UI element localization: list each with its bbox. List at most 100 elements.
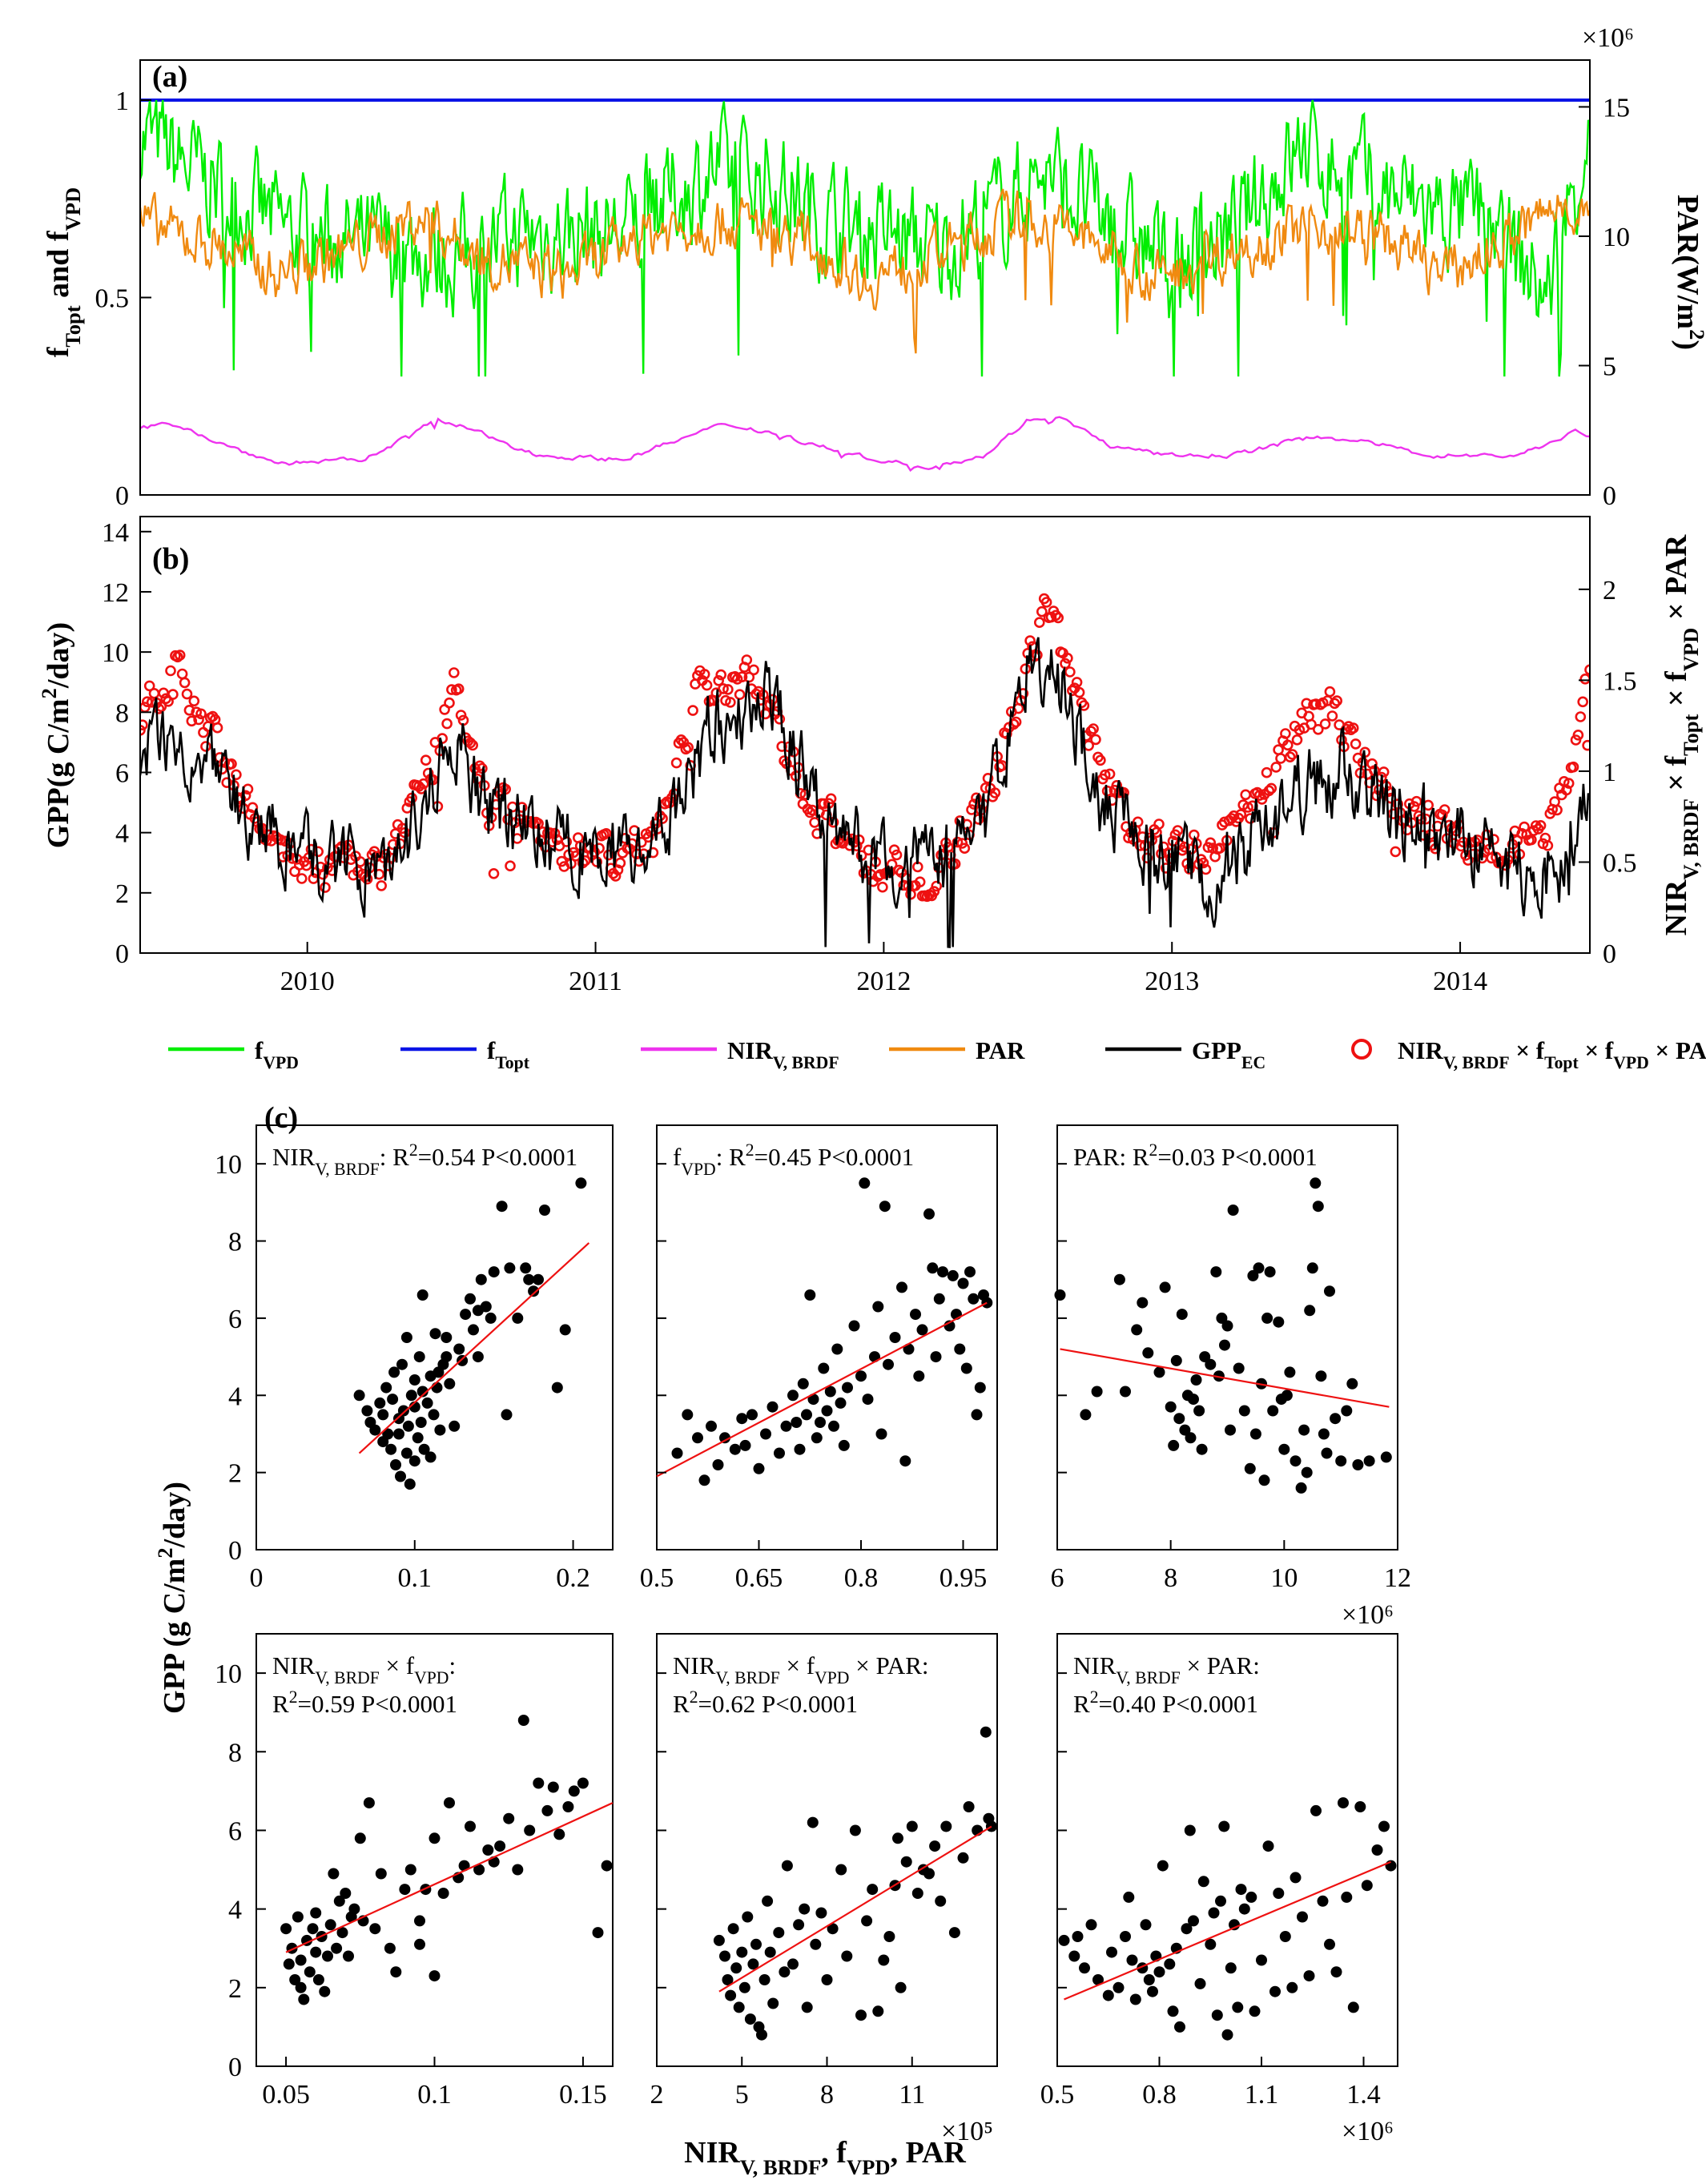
prod-point xyxy=(687,705,698,716)
x-axis-exponent: ×10⁶ xyxy=(1342,2117,1394,2146)
prod-point xyxy=(1313,723,1324,735)
scatter-point xyxy=(1335,1455,1347,1467)
prod-point xyxy=(741,654,753,666)
prod-point xyxy=(1516,828,1527,839)
scatter-point xyxy=(1188,1915,1199,1927)
scatter-point xyxy=(1129,1993,1141,2005)
prod-point xyxy=(1306,718,1317,730)
legend-label-ftopt-part: f xyxy=(487,1036,496,1064)
scatter-point xyxy=(1193,1405,1205,1417)
scatter-point xyxy=(1304,1305,1316,1317)
scatter-point xyxy=(971,1409,983,1421)
prod-point xyxy=(1064,666,1076,678)
scatter-point xyxy=(1225,1962,1237,1974)
prod-point xyxy=(989,787,1001,798)
scatter-point xyxy=(480,1301,492,1313)
scatter-point xyxy=(429,1832,441,1844)
x-tick-label: 6 xyxy=(1051,1563,1064,1593)
scatter-point xyxy=(862,1394,874,1406)
scatter-point xyxy=(482,1844,494,1856)
legend-swatch-prod xyxy=(1351,1039,1372,1060)
scatter-point xyxy=(408,1455,420,1467)
prod-point xyxy=(148,687,160,699)
scatter-point xyxy=(1324,1285,1335,1297)
scatter-point xyxy=(835,1864,847,1876)
prod-point xyxy=(1390,846,1402,858)
prod-point xyxy=(736,671,748,683)
scatter-point xyxy=(719,1432,730,1444)
scatter-point xyxy=(859,1177,871,1189)
scatter-point xyxy=(551,1382,563,1394)
x-tick-label: 0.8 xyxy=(1142,2080,1177,2110)
scatter-point xyxy=(1199,1351,1211,1363)
prod-point xyxy=(275,834,287,846)
scatter-point xyxy=(927,1262,939,1274)
x-tick-label: 2013 xyxy=(1145,967,1199,996)
scatter-point xyxy=(465,1293,476,1305)
y-tick-label: 10 xyxy=(215,1150,242,1180)
x-tick-label: 8 xyxy=(1164,1563,1177,1593)
prod-point xyxy=(1471,835,1483,846)
prod-point xyxy=(701,679,713,691)
legend: fVPD fTopt NIRV, BRDF PAR GPPEC NIRV, BRDF × … xyxy=(168,1036,1706,1072)
scatter-point xyxy=(374,1397,386,1409)
scatter-point xyxy=(280,1923,292,1935)
scatter-point xyxy=(336,1927,348,1939)
scatter-point xyxy=(384,1942,396,1954)
prod-point xyxy=(1331,695,1342,706)
scatter-point xyxy=(736,1946,748,1958)
scatter-panel-c3: PAR: R2=0.03 P<0.0001 6 8 10 12 ×10⁶ xyxy=(1051,1124,1411,1630)
prod-point xyxy=(448,667,460,678)
prod-point xyxy=(1310,698,1322,710)
scatter-point xyxy=(913,1370,925,1382)
scatter-annotation-part: NIR xyxy=(272,1143,316,1171)
scatter-point xyxy=(1321,1447,1333,1459)
y-axis-label: GPP(g C/m2/day) xyxy=(37,622,75,848)
y-tick-label: 0 xyxy=(228,2053,242,2082)
scatter-point xyxy=(730,1962,742,1974)
scatter-point xyxy=(1091,1386,1103,1398)
scatter-point xyxy=(429,1970,441,1982)
prod-point xyxy=(1172,825,1184,836)
scatter-point xyxy=(322,1950,333,1962)
scatter-annotation-line1-part: NIR xyxy=(272,1651,316,1679)
legend-label-gpp-part: GPP xyxy=(1192,1036,1241,1064)
prod-point xyxy=(198,726,209,738)
scatter-point xyxy=(504,1262,516,1274)
prod-point xyxy=(1378,766,1390,778)
prod-point xyxy=(1284,751,1296,763)
scatter-point xyxy=(811,1432,823,1444)
x-tick-label: 1.4 xyxy=(1346,2080,1381,2110)
scatter-point xyxy=(377,1409,389,1421)
scatter-point xyxy=(1317,1895,1329,1907)
prod-point xyxy=(179,677,191,689)
x-axis-exponent: ×10⁶ xyxy=(1342,1600,1394,1630)
scatter-point xyxy=(353,1390,365,1402)
y2-axis-label-part: 2 xyxy=(1685,329,1706,340)
scatter-point xyxy=(1176,1309,1188,1321)
legend-label-nirv: NIRV, BRDF xyxy=(727,1036,839,1072)
scatter-point xyxy=(1216,1312,1228,1324)
scatter-point xyxy=(729,1443,741,1455)
x-tick-label: 0 xyxy=(250,1563,264,1593)
scatter-point xyxy=(906,1820,918,1832)
scatter-point xyxy=(1290,1872,1302,1884)
prod-point xyxy=(140,719,148,730)
scatter-point xyxy=(400,1332,412,1343)
scatter-point xyxy=(1284,1366,1296,1378)
scatter-point xyxy=(1273,1888,1285,1899)
prod-point xyxy=(444,697,455,709)
prod-point xyxy=(863,844,875,856)
scatter-point xyxy=(1092,1974,1104,1985)
scatter-point xyxy=(964,1266,976,1278)
scatter-point xyxy=(1211,2009,1223,2021)
scatter-point xyxy=(575,1177,587,1189)
scatter-point xyxy=(764,1946,776,1958)
y-tick-label: 0 xyxy=(115,481,129,511)
scatter-point xyxy=(434,1424,446,1436)
scatter-point xyxy=(517,1715,529,1726)
scatter-point xyxy=(416,1386,429,1398)
scatter-point xyxy=(1256,1954,1267,1966)
scatter-point xyxy=(916,1324,928,1336)
